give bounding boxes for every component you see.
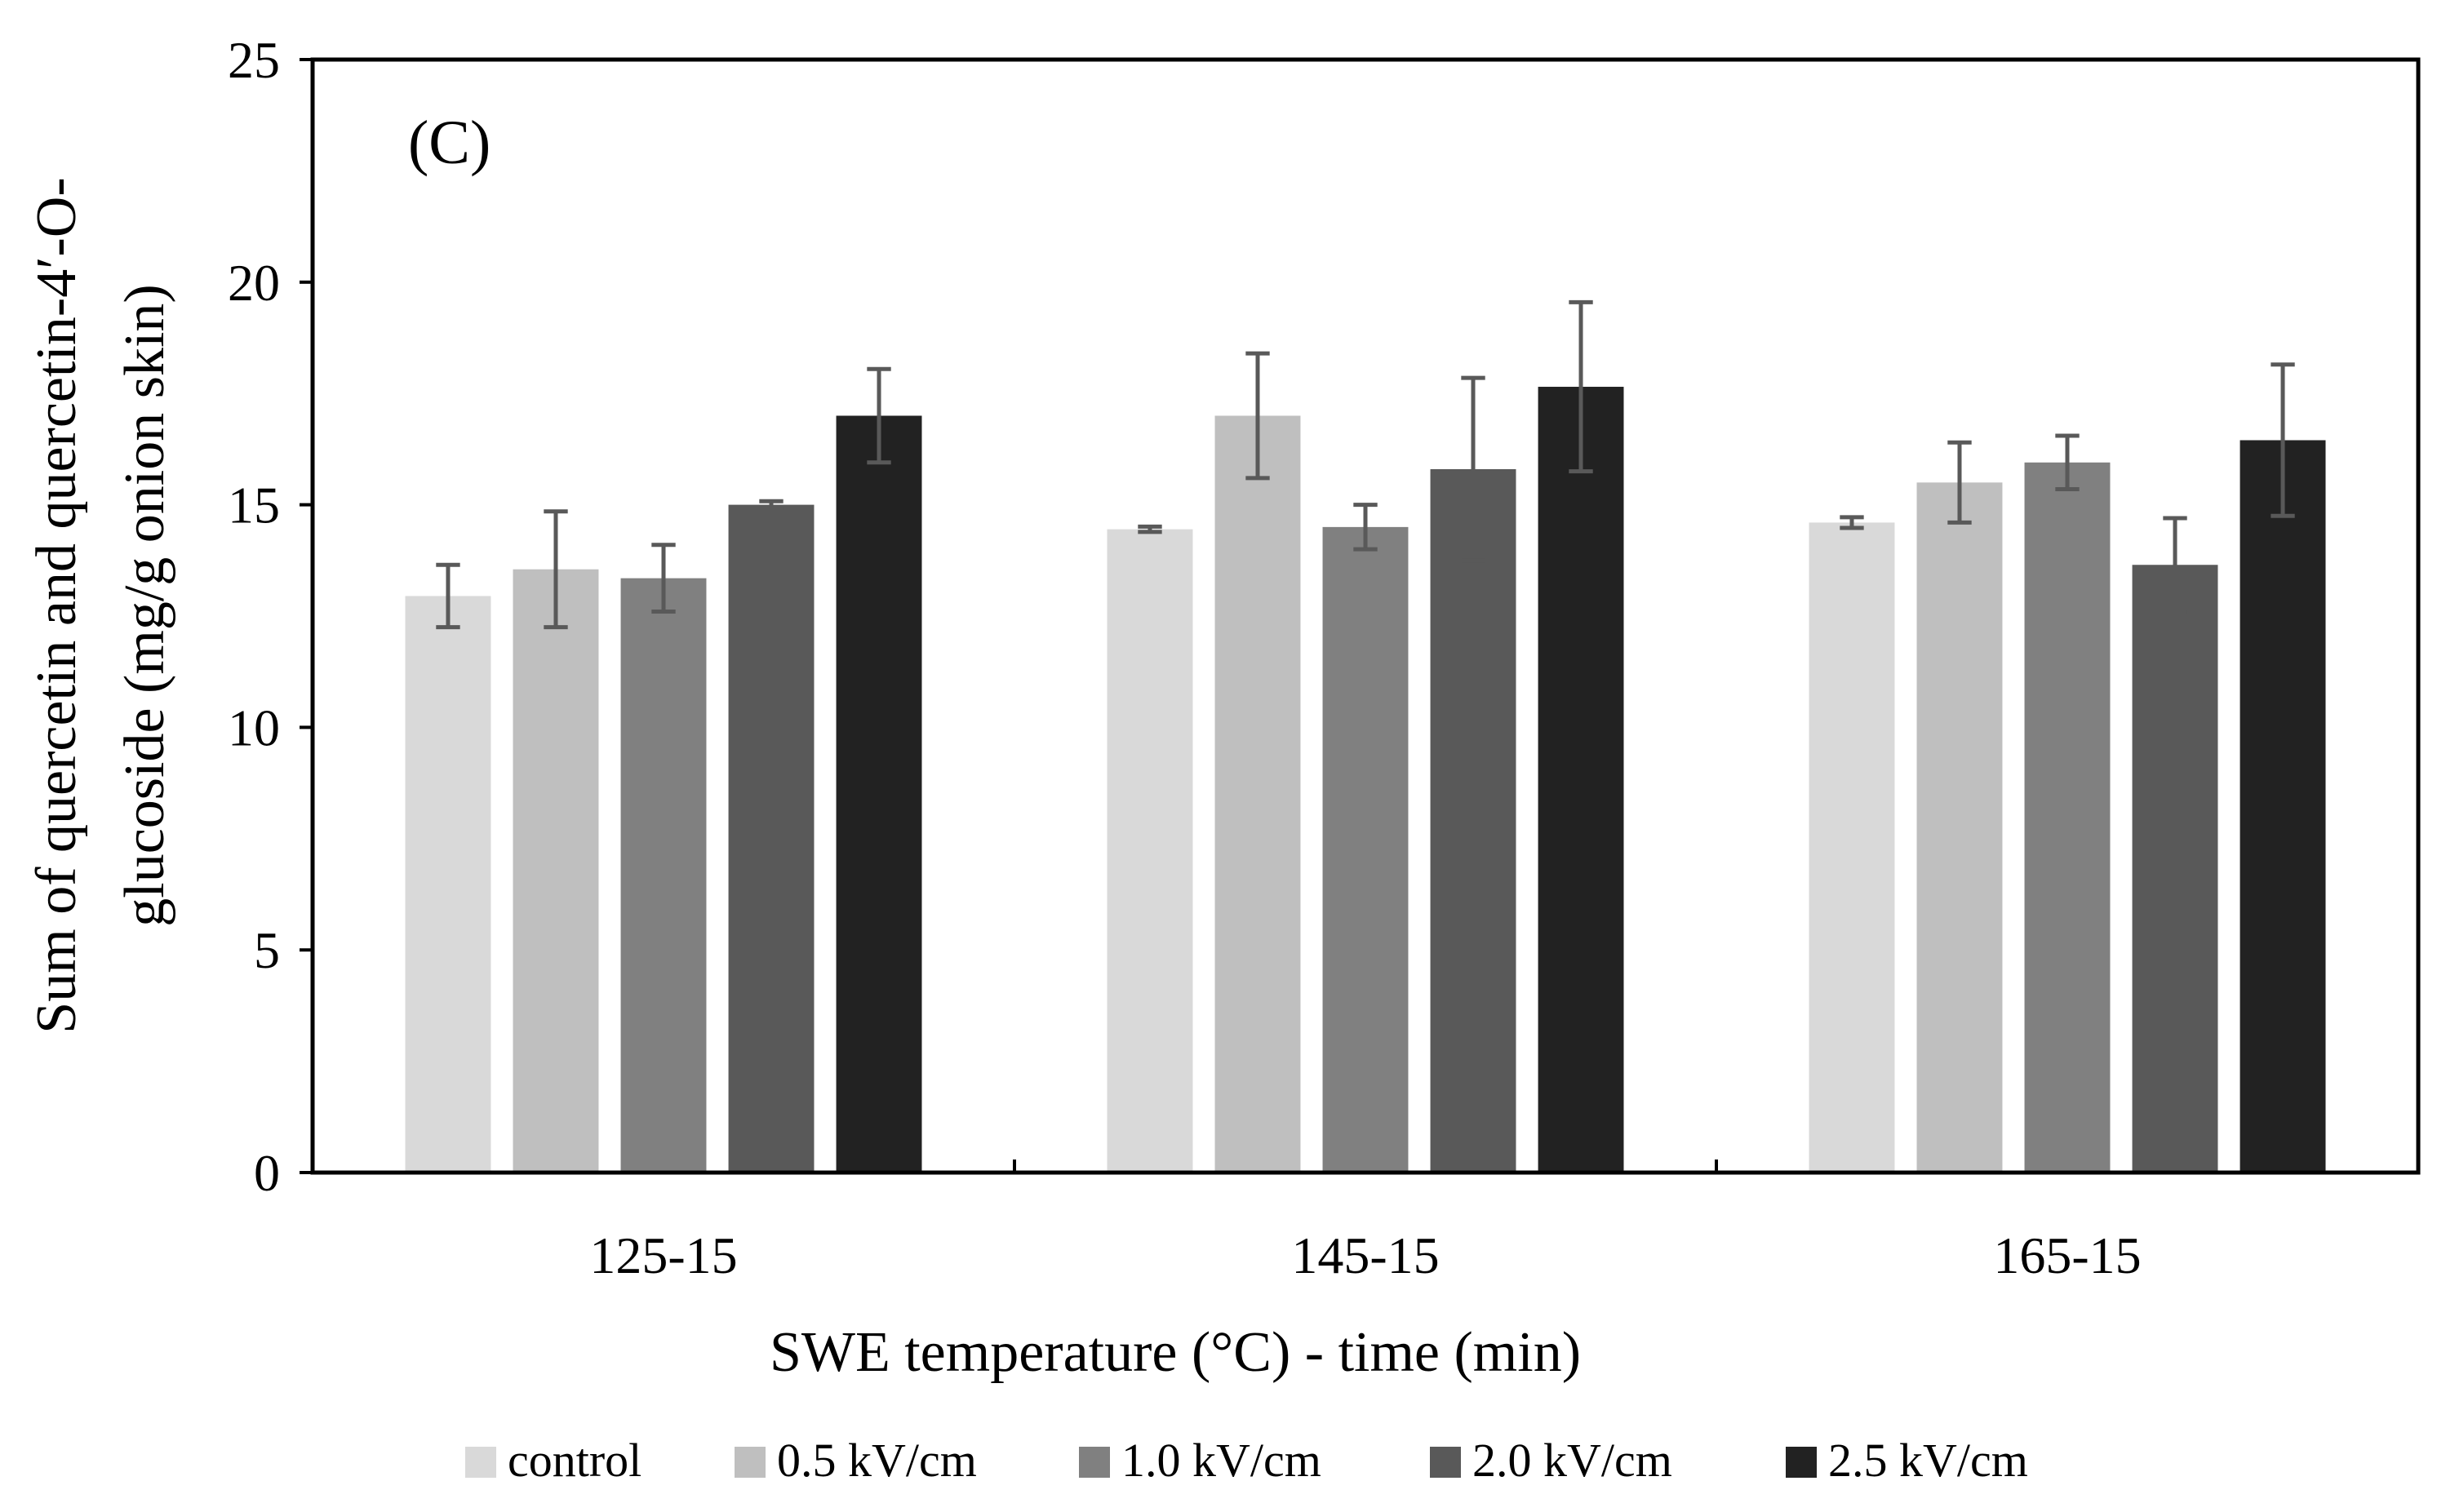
y-tick-label: 10: [228, 698, 280, 756]
bar-145-15-2-5-kv-cm: [1538, 387, 1624, 1173]
x-axis-title: SWE temperature (°C) - time (min): [770, 1321, 1581, 1384]
legend-label: 2.5 kV/cm: [1828, 1434, 2028, 1487]
legend-swatch: [735, 1447, 766, 1478]
axes-layer: 0 5 10 15 20 25 125-15 145-15 165-15: [228, 31, 2142, 1284]
legend-swatch: [1079, 1447, 1110, 1478]
bar-125-15-2-0-kv-cm: [728, 504, 815, 1173]
error-bar: [867, 366, 891, 465]
x-tick-label: 125-15: [589, 1226, 737, 1284]
bar-165-15-control: [1809, 522, 1895, 1173]
bar-165-15-0-5-kv-cm: [1916, 482, 2003, 1173]
legend-label: 0.5 kV/cm: [777, 1434, 977, 1487]
error-bar: [651, 543, 676, 614]
legend-swatch: [465, 1447, 496, 1478]
legend-swatch: [1430, 1447, 1461, 1478]
y-tick-label: 15: [228, 477, 280, 534]
error-bar: [1947, 440, 1972, 525]
y-tick-label: 0: [254, 1144, 280, 1202]
y-axis-title-line2: glucoside (mg/g onion skin): [113, 284, 176, 926]
bar-125-15-1-0-kv-cm: [620, 578, 707, 1173]
bar-145-15-2-0-kv-cm: [1430, 468, 1516, 1173]
error-bar: [1353, 503, 1378, 552]
legend: control 0.5 kV/cm 1.0 kV/cm 2.0 kV/cm 2.5 kV…: [465, 1434, 2028, 1487]
error-bar: [436, 562, 460, 630]
legend-label: 1.0 kV/cm: [1121, 1434, 1321, 1487]
y-axis-title-line1: Sum of quercetin and quercetin-4′-O-: [25, 177, 88, 1033]
bar-145-15-1-0-kv-cm: [1322, 526, 1409, 1173]
bar-125-15-0-5-kv-cm: [513, 569, 599, 1173]
panel-label: (C): [408, 109, 491, 177]
error-bar: [1138, 524, 1162, 534]
error-bar: [759, 499, 784, 511]
error-bar: [2055, 433, 2080, 492]
legend-label: control: [508, 1434, 641, 1487]
error-bar: [1569, 299, 1593, 474]
y-tick-label: 20: [228, 254, 280, 312]
bar-145-15-control: [1107, 529, 1193, 1173]
y-tick-label: 5: [254, 921, 280, 979]
error-bar: [1840, 515, 1864, 530]
bar-145-15-0-5-kv-cm: [1214, 415, 1301, 1173]
legend-swatch: [1786, 1447, 1817, 1478]
legend-label: 2.0 kV/cm: [1472, 1434, 1672, 1487]
error-bar: [1245, 351, 1270, 481]
error-bar: [2163, 516, 2187, 614]
bar-125-15-2-5-kv-cm: [836, 415, 922, 1173]
plot-area-frame: [310, 57, 2421, 1175]
y-tick-label: 25: [228, 31, 280, 89]
bar-165-15-2-0-kv-cm: [2132, 565, 2218, 1173]
x-tick-label: 165-15: [1993, 1226, 2141, 1284]
bar-165-15-1-0-kv-cm: [2024, 462, 2111, 1173]
x-tick-label: 145-15: [1291, 1226, 1439, 1284]
error-bars-layer: [436, 299, 2295, 630]
bars-layer: [405, 387, 2326, 1173]
bar-125-15-control: [405, 596, 491, 1173]
error-bar: [1461, 375, 1485, 563]
error-bar: [544, 509, 568, 630]
error-bar: [2271, 362, 2295, 518]
bar-165-15-2-5-kv-cm: [2240, 440, 2326, 1173]
